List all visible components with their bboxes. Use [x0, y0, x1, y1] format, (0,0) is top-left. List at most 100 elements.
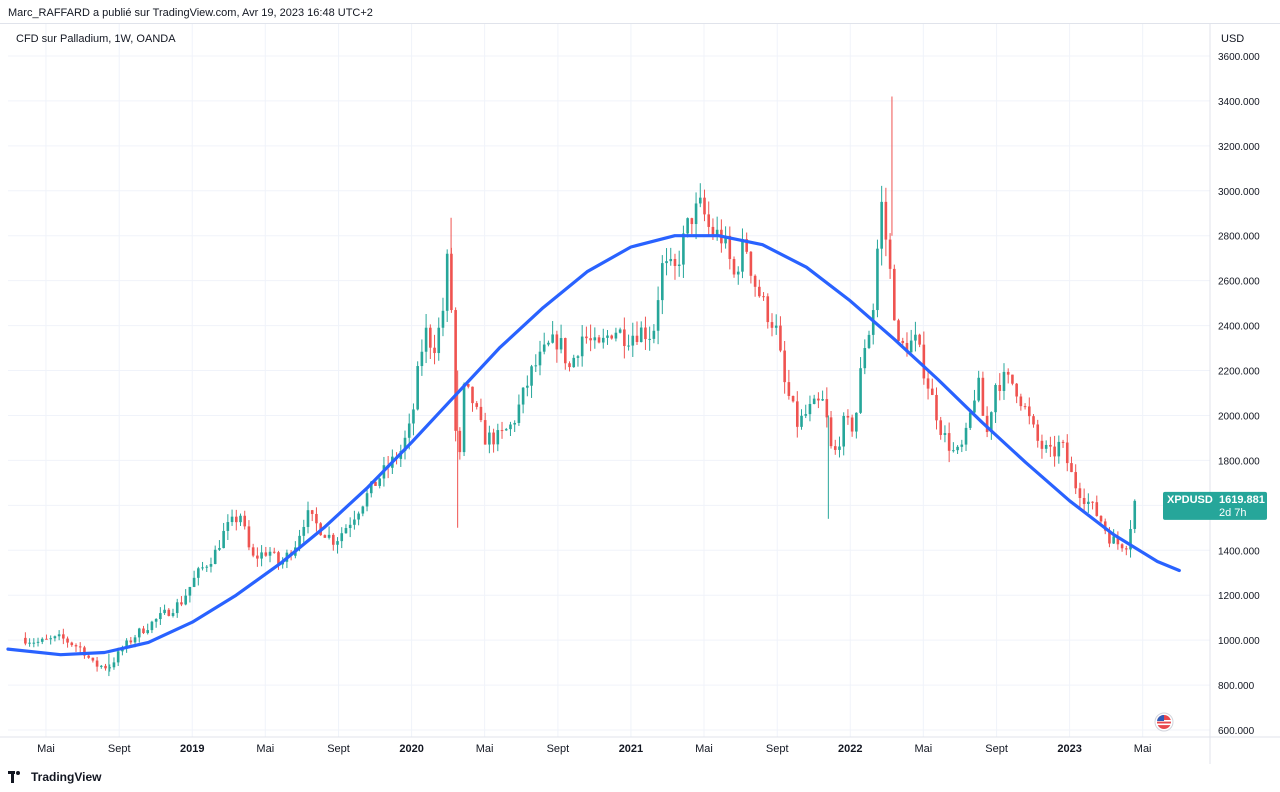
- candle-body: [880, 201, 883, 249]
- candle-body: [589, 338, 592, 341]
- candle-body: [74, 645, 78, 647]
- candle-body: [939, 420, 943, 435]
- candle-body: [627, 345, 630, 347]
- candle-body: [218, 548, 221, 550]
- candle-body: [239, 515, 242, 523]
- candle-body: [1027, 406, 1031, 417]
- candle-body: [230, 516, 234, 523]
- candle-body: [800, 415, 803, 427]
- candle-body: [597, 337, 601, 343]
- candle-body: [1082, 497, 1086, 504]
- candle-body: [842, 415, 845, 447]
- badge-symbol: XPDUSD: [1167, 494, 1213, 506]
- candle-body: [104, 665, 107, 669]
- candle-body: [669, 258, 673, 262]
- publisher-credit: Marc_RAFFARD a publié sur TradingView.co…: [8, 7, 373, 19]
- trend-curve-layer: [6, 234, 1181, 657]
- candle-body: [264, 552, 268, 556]
- footer-brand[interactable]: TradingView: [8, 768, 101, 786]
- candle-body: [551, 334, 554, 343]
- x-axis: Mai Sept 2019 Mai Sept 2020 Mai Sept 2021 Mai Sept…: [37, 743, 1151, 755]
- candle-body: [998, 385, 1002, 391]
- candle-body: [420, 351, 424, 367]
- grid-lines: [8, 24, 1210, 737]
- candle-body: [585, 336, 588, 339]
- candle-body: [146, 630, 150, 634]
- candle-body: [623, 329, 626, 347]
- candle-body: [686, 218, 689, 234]
- candle-body: [142, 628, 145, 634]
- candle-body: [369, 481, 373, 494]
- candlestick-chart[interactable]: Mai Sept 2019 Mai Sept 2020 Mai Sept 2021 Mai Sept…: [0, 24, 1280, 764]
- candle-body: [838, 446, 841, 450]
- candle-body: [580, 336, 584, 357]
- candle-body: [91, 657, 95, 661]
- candle-body: [905, 342, 909, 353]
- y-tick-label: 1800.000: [1218, 456, 1260, 467]
- candle-body: [661, 263, 664, 301]
- candle-body: [57, 634, 61, 637]
- candle-body: [433, 347, 436, 354]
- candle-body: [555, 334, 559, 350]
- candle-body: [49, 638, 52, 640]
- candle-body: [690, 218, 694, 225]
- candle-body: [1002, 371, 1006, 391]
- candle-body: [601, 337, 605, 343]
- candle-body: [62, 634, 65, 639]
- x-tick-label: 2021: [619, 743, 643, 755]
- candle-body: [901, 340, 905, 343]
- candle-body: [209, 564, 213, 567]
- us-flag-icon[interactable]: [1154, 712, 1174, 732]
- candle-body: [821, 399, 824, 401]
- footer-brand-label: TradingView: [31, 770, 102, 784]
- candle-body: [315, 513, 318, 524]
- candle-body: [45, 638, 48, 640]
- x-tick-label: 2023: [1057, 743, 1081, 755]
- candle-body: [774, 325, 778, 328]
- candle-body: [1095, 502, 1099, 516]
- candle-body: [711, 226, 715, 236]
- candle-body: [150, 621, 154, 631]
- candle-body: [1015, 383, 1018, 397]
- candle-body: [226, 522, 230, 531]
- candle-body: [492, 432, 495, 445]
- candle-body: [855, 412, 858, 432]
- candle-body: [564, 338, 567, 364]
- candle-body: [526, 385, 529, 388]
- candle-body: [1044, 444, 1048, 449]
- candle-body: [547, 342, 550, 345]
- y-tick-label: 2400.000: [1218, 322, 1260, 333]
- candle-body: [87, 655, 90, 658]
- candle-body: [1120, 544, 1124, 549]
- candle-body: [791, 395, 795, 402]
- candle-body: [277, 552, 280, 565]
- candle-body: [812, 398, 816, 404]
- candle-body: [36, 641, 40, 643]
- candle-body: [1036, 424, 1040, 441]
- y-tick-label: 1000.000: [1218, 636, 1260, 647]
- candle-body: [171, 613, 175, 616]
- chart-area[interactable]: Mai Sept 2019 Mai Sept 2020 Mai Sept 2021 Mai Sept…: [0, 23, 1280, 764]
- candle-body: [201, 567, 204, 569]
- candle-body: [24, 637, 27, 644]
- candle-body: [736, 271, 740, 275]
- trend-curve: [6, 234, 1181, 657]
- candle-body: [475, 403, 479, 407]
- badge-countdown: 2d 7h: [1219, 507, 1247, 519]
- candle-body: [968, 412, 972, 428]
- y-axis: 600.000800.0001000.0001200.0001400.00016…: [1218, 52, 1260, 737]
- candle-body: [1032, 416, 1035, 425]
- candle-body: [981, 377, 985, 416]
- candle-body: [673, 258, 677, 266]
- candle-body: [1074, 472, 1077, 489]
- candle-body: [648, 338, 651, 340]
- candle-body: [698, 197, 702, 204]
- last-price-badge: XPDUSD 1619.881 2d 7h: [1163, 491, 1267, 520]
- y-tick-label: 800.000: [1218, 681, 1255, 692]
- candle-body: [340, 533, 344, 542]
- candle-body: [1112, 536, 1115, 544]
- candle-body: [568, 363, 571, 368]
- candle-body: [656, 300, 660, 331]
- candle-body: [416, 366, 419, 410]
- y-tick-label: 3200.000: [1218, 142, 1260, 153]
